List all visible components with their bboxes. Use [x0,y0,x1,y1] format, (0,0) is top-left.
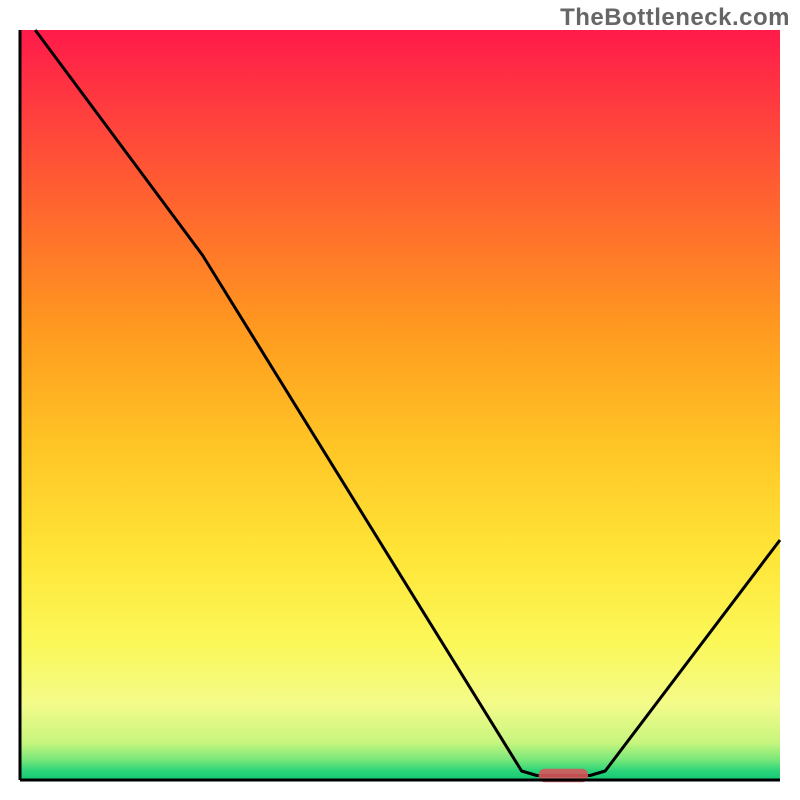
chart-container: TheBottleneck.com [0,0,800,800]
bottleneck-chart [0,0,800,800]
watermark-text: TheBottleneck.com [560,4,790,32]
gradient-background [20,30,780,780]
